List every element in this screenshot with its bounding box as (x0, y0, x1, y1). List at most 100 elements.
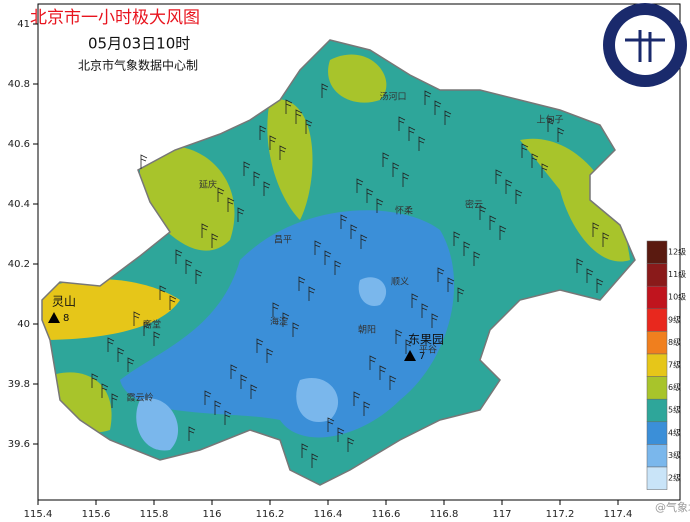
wind-barb (201, 223, 209, 238)
wind-barb (250, 384, 258, 399)
station-level: 8 (63, 313, 69, 324)
wind-barb (211, 233, 219, 248)
wind-barb (453, 231, 461, 246)
x-tick-label: 116.4 (314, 509, 343, 520)
station-marker (404, 350, 416, 361)
wind-barb (159, 285, 167, 300)
wind-barb (418, 136, 426, 151)
wind-barb (204, 390, 212, 405)
y-tick-label: 40.2 (8, 259, 30, 270)
wind-barb (592, 222, 600, 237)
wind-barb (521, 143, 529, 158)
x-tick-label: 115.6 (82, 509, 111, 520)
wind-barb (230, 364, 238, 379)
logo (603, 3, 687, 87)
wind-barb (127, 357, 135, 372)
wind-barb (243, 161, 251, 176)
wind-barb (369, 355, 377, 370)
wind-barb (301, 443, 309, 458)
y-tick-label: 40.8 (8, 79, 30, 90)
wind-barb (101, 383, 109, 398)
wind-barb (311, 453, 319, 468)
wind-barb (596, 278, 604, 293)
wind-barb (411, 293, 419, 308)
legend-swatch (646, 308, 668, 332)
wind-barb (424, 90, 432, 105)
producer: 北京市气象数据中心制 (78, 58, 198, 73)
wind-barb (224, 410, 232, 425)
wind-barb (214, 400, 222, 415)
legend-label: 12级 (668, 247, 686, 257)
wind-barb (133, 311, 141, 326)
wind-barb (363, 401, 371, 416)
wind-barb (473, 251, 481, 266)
wind-barb (334, 260, 342, 275)
wind-barb (91, 373, 99, 388)
legend-swatch (646, 398, 668, 423)
y-tick-label: 40.4 (8, 199, 30, 210)
wind-barb (402, 172, 410, 187)
wind-barb (337, 427, 345, 442)
wind-barb (541, 163, 549, 178)
wind-barb (489, 215, 497, 230)
legend-swatch (646, 353, 668, 377)
x-tick-label: 117.4 (604, 509, 633, 520)
wind-barb (353, 391, 361, 406)
legend-label: 8级 (668, 337, 681, 347)
wind-barb (340, 214, 348, 229)
wind-barb (266, 348, 274, 363)
wind-barb (437, 267, 445, 282)
legend-label: 4级 (668, 427, 681, 437)
wind-barb (382, 152, 390, 167)
place-label: 海淀 (270, 316, 288, 328)
wind-barb (175, 249, 183, 264)
wind-barb (169, 295, 177, 310)
legend-label: 3级 (668, 450, 681, 460)
wind-barb (505, 179, 513, 194)
title: 北京市一小时极大风图 (30, 8, 200, 28)
wind-barb (314, 240, 322, 255)
place-label: 密云 (465, 199, 483, 211)
legend-swatch (646, 444, 668, 468)
wind-barb (350, 224, 358, 239)
wind-barb (457, 287, 465, 302)
wind-barb (111, 393, 119, 408)
x-tick-label: 116.6 (372, 509, 401, 520)
wind-barb (217, 187, 225, 202)
wind-barb (143, 321, 151, 336)
legend-label: 6级 (668, 382, 681, 392)
legend-swatch (646, 285, 668, 310)
wind-barb (515, 189, 523, 204)
wind-barb (347, 437, 355, 452)
wind-barb (392, 162, 400, 177)
wind-barb (298, 276, 306, 291)
wind-barb (398, 116, 406, 131)
wind-barb (305, 119, 313, 134)
wind-barb (531, 153, 539, 168)
place-label: 斋堂 (143, 319, 161, 331)
y-tick-label: 41 (17, 19, 30, 30)
wind-barb (376, 198, 384, 213)
legend-label: 10级 (668, 292, 686, 302)
wind-barb (263, 181, 271, 196)
wind-barb (153, 331, 161, 346)
wind-barb (557, 127, 565, 142)
wind-barb (576, 258, 584, 273)
wind-barb (602, 232, 610, 247)
wind-barb (188, 426, 196, 441)
y-tick-label: 40.6 (8, 139, 30, 150)
wind-barb (253, 171, 261, 186)
wind-barb (447, 277, 455, 292)
wind-barb (379, 365, 387, 380)
station-marker (48, 312, 60, 323)
wind-barb (356, 178, 364, 193)
wind-barb (360, 234, 368, 249)
wind-barb (285, 99, 293, 114)
wind-barb (463, 241, 471, 256)
station-name: 东果园 (408, 333, 444, 347)
wind-barb (499, 225, 507, 240)
x-tick-label: 115.8 (140, 509, 169, 520)
wind-barb (308, 286, 316, 301)
y-tick-label: 39.6 (8, 439, 30, 450)
